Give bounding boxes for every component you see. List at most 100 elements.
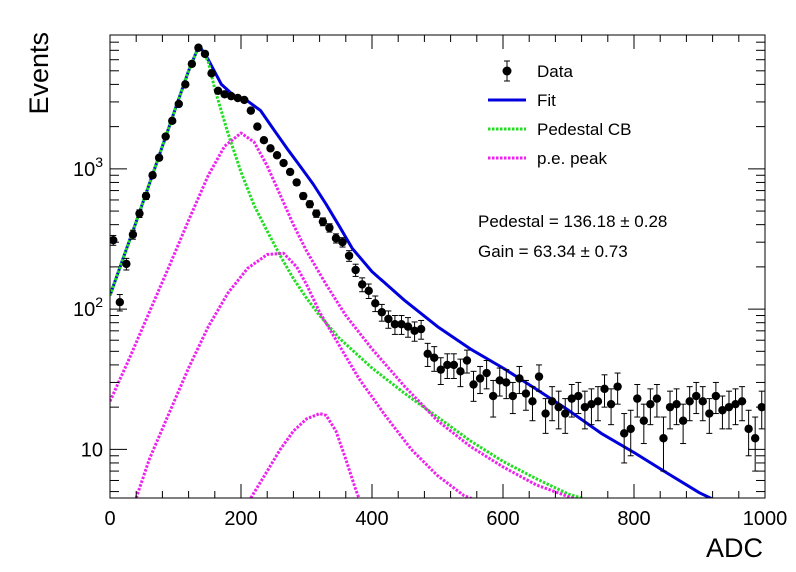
data-point <box>495 376 504 385</box>
y-axis-label: Events <box>24 32 54 115</box>
data-point <box>436 365 445 374</box>
data-point <box>692 391 701 401</box>
x-tick-label: 800 <box>617 508 650 530</box>
data-point <box>357 280 367 289</box>
data-point <box>521 389 531 398</box>
data-point <box>174 99 183 109</box>
legend-label: Data <box>537 62 573 81</box>
data-point <box>665 402 675 412</box>
data-point <box>154 153 164 162</box>
data-point <box>226 91 236 101</box>
data-point <box>750 434 760 443</box>
legend-label: p.e. peak <box>537 149 607 168</box>
data-point <box>698 397 707 406</box>
x-tick-label: 600 <box>486 508 519 530</box>
data-point <box>502 378 511 387</box>
y-tick-label: 10 <box>81 439 103 461</box>
data-point <box>554 402 563 412</box>
data-point <box>574 391 583 401</box>
data-point <box>619 429 629 438</box>
data-point <box>587 399 596 409</box>
y-tick-label: 103 <box>73 154 103 181</box>
data-point <box>115 297 125 307</box>
y-tick-label: 102 <box>73 294 103 321</box>
data-point <box>384 314 393 324</box>
data-point <box>397 320 406 329</box>
fit-annotations: Pedestal = 136.18 ± 0.28 Gain = 63.34 ± … <box>478 212 667 261</box>
data-point <box>161 132 170 141</box>
data-point <box>194 43 203 52</box>
axes: 0 200 400 600 800 1000 10 102 103 <box>73 34 788 530</box>
data-point <box>613 382 622 391</box>
data-point <box>181 80 190 89</box>
data-point <box>371 299 380 308</box>
data-point <box>508 391 518 401</box>
data-point <box>168 116 177 126</box>
data-point <box>534 372 544 381</box>
data-point <box>744 424 753 434</box>
data-point <box>305 199 314 209</box>
pedestal-annotation: Pedestal = 136.18 ± 0.28 <box>478 212 667 231</box>
data-point <box>233 93 242 103</box>
data-point <box>272 151 282 160</box>
data-point <box>724 402 734 412</box>
data-point <box>416 324 426 334</box>
data-point <box>580 402 590 412</box>
plot-frame <box>109 34 766 499</box>
data-point <box>200 49 210 59</box>
data-point <box>141 191 151 201</box>
data-point <box>685 397 694 406</box>
data-point <box>561 409 570 418</box>
data-point <box>253 122 262 131</box>
data-point <box>410 326 419 336</box>
data-point <box>259 136 269 145</box>
data-point <box>207 69 216 78</box>
data-point <box>462 356 472 365</box>
data-point <box>338 237 347 247</box>
data-point <box>449 360 459 370</box>
data-point <box>443 360 452 370</box>
data-point <box>240 95 249 105</box>
data-point <box>148 171 157 180</box>
data-points <box>110 43 765 472</box>
data-point <box>515 374 524 383</box>
data-point <box>122 259 131 269</box>
data-point <box>639 416 649 425</box>
data-point <box>220 90 229 99</box>
data-point <box>128 230 138 239</box>
data-point <box>659 434 668 443</box>
data-point <box>718 406 727 415</box>
data-point <box>285 167 295 177</box>
x-tick-label: 0 <box>104 508 115 530</box>
data-point <box>626 424 635 434</box>
data-point <box>187 59 197 69</box>
data-point <box>646 399 655 409</box>
data-point <box>456 367 465 376</box>
data-point <box>312 209 321 218</box>
data-point <box>633 394 642 403</box>
data-point <box>567 394 576 403</box>
data-point <box>737 397 747 406</box>
data-point <box>135 209 144 218</box>
x-tick-label: 400 <box>355 508 388 530</box>
gain-annotation: Gain = 63.34 ± 0.73 <box>478 242 628 261</box>
data-point <box>430 353 439 362</box>
data-point <box>711 391 721 401</box>
data-point <box>246 106 256 115</box>
x-tick-label: 1000 <box>743 508 788 530</box>
data-point <box>593 397 603 406</box>
data-point <box>705 409 714 418</box>
data-point <box>364 286 373 296</box>
data-point <box>266 144 275 153</box>
data-point <box>299 191 308 201</box>
legend-label: Fit <box>537 91 556 110</box>
data-point <box>475 374 485 383</box>
legend-marker-data <box>502 66 512 76</box>
curve-p-e-peak-3 <box>249 412 361 498</box>
curve-p-e-peak-2 <box>134 251 475 498</box>
data-point <box>488 391 498 401</box>
data-point <box>403 322 413 331</box>
data-point <box>279 158 288 168</box>
data-point <box>390 320 400 329</box>
